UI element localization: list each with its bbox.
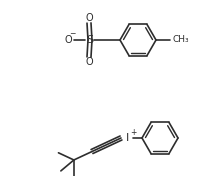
Text: CH₃: CH₃ [173, 36, 190, 45]
Text: I: I [126, 133, 130, 143]
Text: O: O [85, 57, 93, 67]
Text: S: S [87, 35, 94, 45]
Text: O: O [64, 35, 72, 45]
Text: O: O [85, 13, 93, 23]
Text: +: + [130, 128, 137, 137]
Text: −: − [69, 30, 76, 39]
